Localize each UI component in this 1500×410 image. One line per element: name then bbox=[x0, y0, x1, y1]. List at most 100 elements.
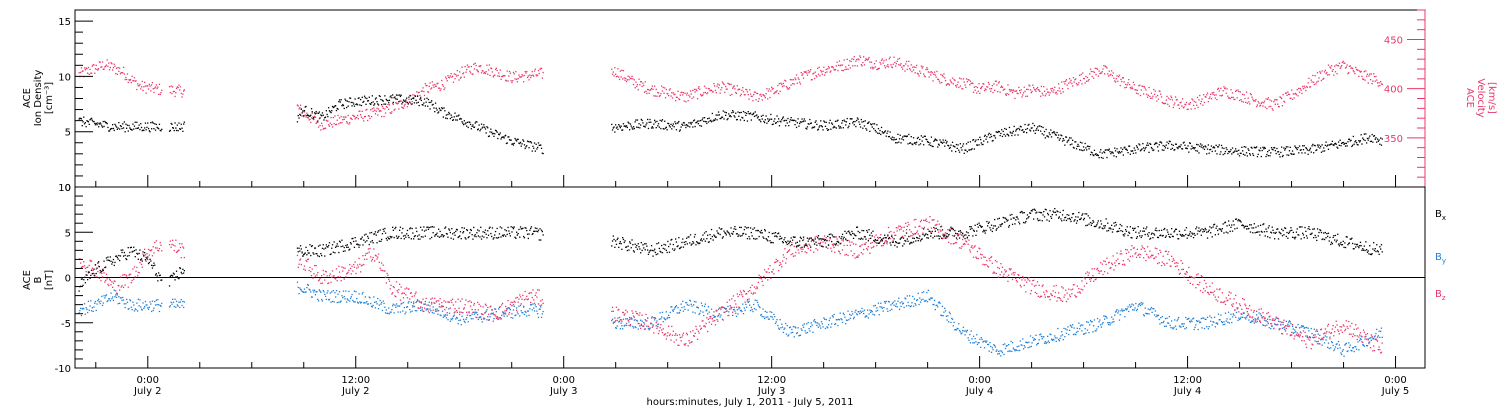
density-point bbox=[1174, 149, 1176, 151]
bz-point bbox=[108, 285, 110, 287]
bz-point bbox=[629, 323, 632, 326]
velocity-point bbox=[941, 81, 943, 84]
velocity-point bbox=[896, 60, 898, 62]
density-point bbox=[714, 119, 716, 122]
density-point bbox=[78, 118, 80, 120]
by-point bbox=[891, 302, 894, 305]
density-point bbox=[168, 130, 171, 132]
by-point bbox=[1147, 308, 1149, 310]
by-point bbox=[140, 306, 142, 308]
density-point bbox=[792, 119, 795, 122]
velocity-point bbox=[919, 72, 922, 74]
density-point bbox=[1188, 151, 1190, 153]
velocity-point bbox=[441, 79, 443, 82]
density-point bbox=[83, 123, 86, 125]
density-point bbox=[1143, 150, 1145, 152]
velocity-point bbox=[806, 72, 808, 74]
velocity-point bbox=[116, 73, 118, 75]
density-point bbox=[1212, 147, 1214, 149]
velocity-point bbox=[1062, 91, 1064, 93]
density-point bbox=[936, 139, 938, 142]
by-point bbox=[1256, 314, 1258, 316]
by-point bbox=[1018, 345, 1020, 347]
density-point bbox=[696, 121, 698, 123]
density-point bbox=[962, 143, 965, 145]
bz-point bbox=[320, 282, 322, 284]
density-point bbox=[1020, 126, 1022, 128]
velocity-point bbox=[1119, 84, 1121, 87]
velocity-point bbox=[1192, 104, 1195, 107]
bz-point bbox=[726, 301, 728, 303]
bz-point bbox=[437, 310, 439, 312]
velocity-point bbox=[711, 91, 713, 93]
velocity-point bbox=[1267, 98, 1269, 100]
velocity-point bbox=[111, 63, 113, 65]
velocity-point bbox=[1068, 78, 1071, 80]
velocity-point bbox=[1226, 88, 1228, 90]
bz-point bbox=[620, 319, 622, 321]
velocity-point bbox=[1165, 99, 1167, 101]
velocity-point bbox=[1041, 92, 1043, 94]
density-point bbox=[703, 117, 706, 119]
bz-point bbox=[703, 325, 706, 327]
by-point bbox=[440, 314, 442, 317]
bz-point bbox=[469, 300, 471, 302]
density-point bbox=[372, 101, 374, 103]
velocity-point bbox=[482, 70, 484, 72]
density-point bbox=[1080, 149, 1082, 151]
by-point bbox=[806, 323, 808, 325]
bz-point bbox=[413, 302, 415, 305]
bz-point bbox=[678, 344, 680, 346]
density-point bbox=[745, 114, 747, 116]
velocity-point bbox=[126, 73, 129, 75]
velocity-point bbox=[882, 62, 884, 64]
density-point bbox=[724, 111, 726, 113]
density-point bbox=[768, 119, 770, 121]
bz-point bbox=[340, 280, 342, 282]
velocity-point bbox=[125, 76, 127, 79]
bz-point bbox=[431, 301, 433, 304]
bz-point bbox=[728, 299, 731, 301]
by-point bbox=[84, 313, 86, 315]
velocity-point bbox=[796, 82, 798, 84]
bz-point bbox=[728, 314, 730, 317]
density-point bbox=[944, 145, 946, 147]
by-point bbox=[832, 316, 834, 318]
density-point bbox=[880, 126, 883, 129]
velocity-point bbox=[816, 76, 818, 78]
by-point bbox=[537, 313, 539, 315]
by-point bbox=[1317, 333, 1319, 335]
density-point bbox=[303, 110, 306, 112]
velocity-point bbox=[519, 76, 522, 78]
by-point bbox=[303, 291, 305, 293]
by-point bbox=[1380, 330, 1382, 332]
velocity-point bbox=[1031, 90, 1033, 93]
density-point bbox=[407, 103, 409, 105]
by-point bbox=[1150, 306, 1153, 309]
velocity-point bbox=[1018, 86, 1020, 89]
bz-point bbox=[646, 320, 648, 322]
by-point bbox=[638, 323, 640, 325]
bz-point bbox=[498, 318, 500, 320]
by-point bbox=[319, 290, 321, 292]
by-point bbox=[446, 314, 448, 316]
velocity-point bbox=[522, 75, 524, 77]
density-point bbox=[685, 126, 687, 129]
by-point bbox=[443, 314, 445, 316]
density-point bbox=[973, 148, 975, 150]
by-point bbox=[522, 312, 524, 314]
bz-point bbox=[131, 279, 133, 282]
by-point bbox=[859, 310, 862, 312]
velocity-point bbox=[392, 102, 394, 105]
density-point bbox=[980, 138, 982, 141]
by-point bbox=[1239, 318, 1241, 320]
by-point bbox=[994, 346, 997, 348]
density-point bbox=[437, 112, 439, 114]
velocity-point bbox=[985, 89, 987, 91]
bz-point bbox=[674, 334, 676, 336]
velocity-point bbox=[904, 70, 906, 72]
velocity-point bbox=[474, 62, 476, 64]
by-point bbox=[843, 314, 845, 316]
by-point bbox=[1208, 326, 1210, 328]
velocity-point bbox=[310, 121, 312, 123]
